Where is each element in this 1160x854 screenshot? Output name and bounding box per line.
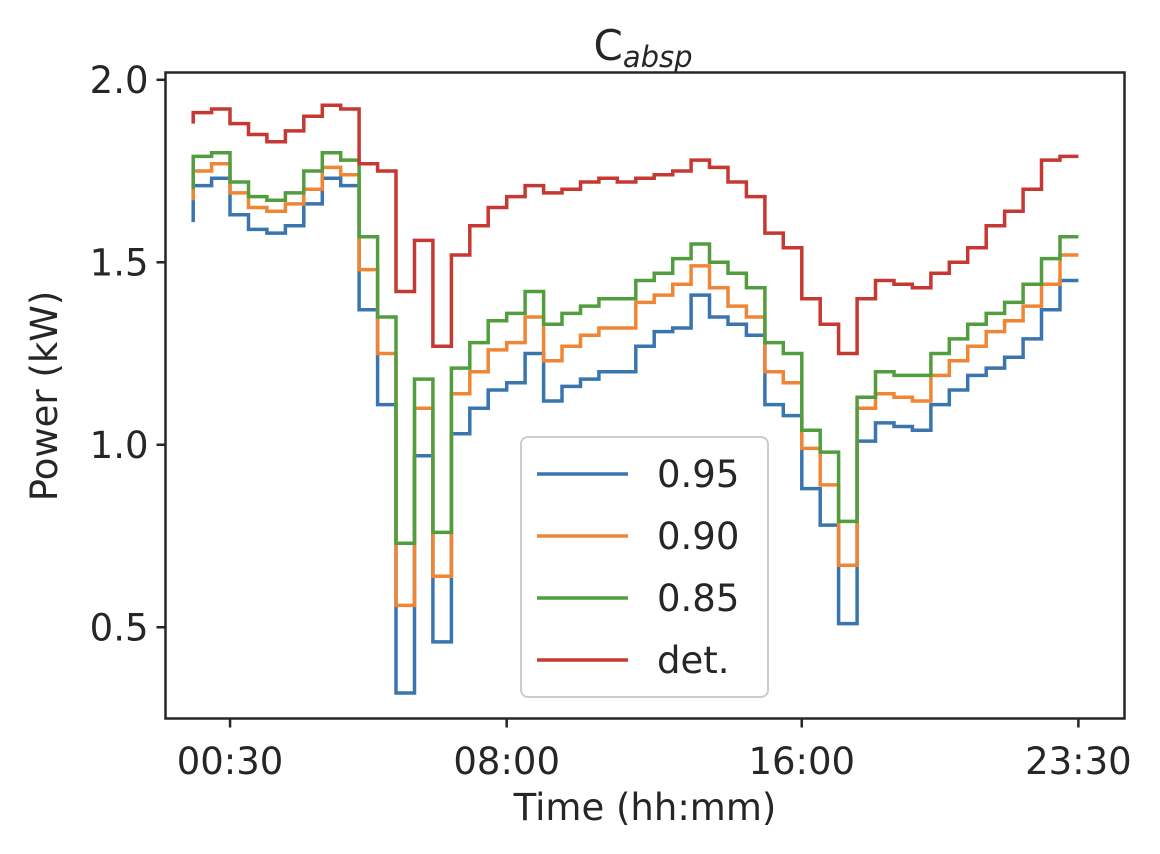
legend-label-3: det. [657, 639, 730, 682]
y-tick-label-1: 1.0 [90, 424, 149, 467]
y-tick-label-2: 1.5 [90, 241, 149, 284]
plot-frame [164, 71, 1126, 720]
legend-label-2: 0.85 [657, 577, 739, 620]
legend-label-0: 0.95 [657, 453, 739, 496]
y-axis-label: Power (kW) [23, 291, 66, 502]
y-tick-label-3: 2.0 [90, 59, 149, 102]
series-line-0 [191, 176, 1079, 695]
series-line-1 [191, 161, 1079, 608]
x-axis-label: Time (hh:mm) [513, 786, 777, 829]
legend-label-1: 0.90 [657, 515, 739, 558]
chart-title-subscript: absp [623, 40, 693, 74]
series-line-2 [191, 151, 1079, 546]
x-tick-label-0: 00:30 [177, 740, 284, 783]
x-tick-label-1: 08:00 [453, 740, 560, 783]
series-line-3 [191, 103, 1079, 356]
x-tick-label-3: 23:30 [1025, 740, 1132, 783]
series-layer [191, 103, 1079, 695]
chart-title: Cabsp [593, 21, 692, 74]
legend-box [520, 436, 769, 698]
chart-title-main: C [593, 21, 622, 70]
legend-entries: 0.95 0.90 0.85 det. [537, 453, 739, 682]
y-tick-label-0: 0.5 [90, 606, 149, 649]
y-axis: 0.5 1.0 1.5 2.0 [90, 59, 166, 649]
legend: 0.95 0.90 0.85 det. [520, 436, 769, 698]
x-tick-label-2: 16:00 [748, 740, 855, 783]
x-axis: 00:30 08:00 16:00 23:30 [177, 718, 1132, 783]
